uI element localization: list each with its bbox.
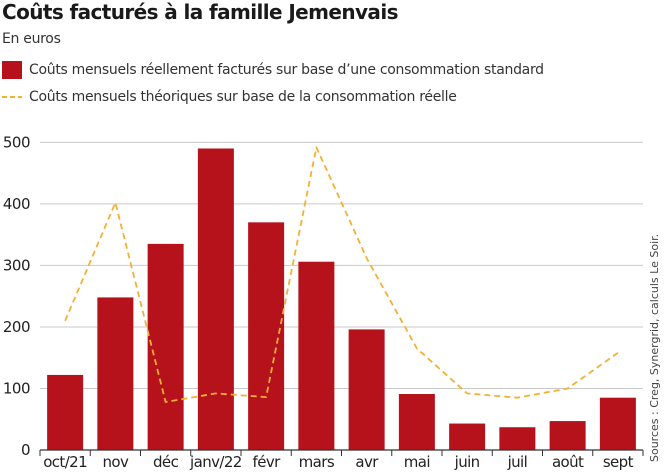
bar [248, 222, 285, 450]
bar [449, 423, 486, 450]
y-tick-label: 500 [3, 133, 30, 151]
legend-label-bars: Coûts mensuels réellement facturés sur b… [29, 62, 544, 78]
x-tick-label: nov [102, 453, 128, 471]
bar [47, 374, 84, 450]
y-tick-label: 0 [21, 441, 30, 459]
x-tick-label: sept [603, 453, 634, 471]
legend-label-line: Coûts mensuels théoriques sur base de la… [29, 89, 457, 105]
x-tick-label: févr [253, 453, 282, 471]
source-note: Sources : Creg, Synergrid, calculs Le So… [648, 233, 661, 462]
bar [147, 243, 184, 450]
source-note-wrap: Sources : Creg, Synergrid, calculs Le So… [648, 212, 662, 462]
x-tick-label: juin [454, 453, 480, 471]
x-tick-label: mai [404, 453, 430, 471]
legend-item-bars: Coûts mensuels réellement facturés sur b… [2, 61, 544, 79]
legend-swatch-line [2, 96, 22, 98]
chart-subtitle: En euros [2, 31, 61, 47]
line-series [64, 146, 619, 403]
bar [398, 394, 435, 450]
legend-swatch-bar [2, 61, 22, 79]
bar [549, 421, 586, 450]
x-tick-label: janv/22 [189, 453, 242, 471]
x-tick-label: déc [153, 453, 179, 471]
chart-title: Coûts facturés à la famille Jemenvais [2, 0, 398, 24]
bar [348, 329, 385, 450]
y-tick-label: 400 [3, 195, 30, 213]
x-tick-label: août [552, 453, 584, 471]
bar [197, 148, 234, 451]
y-tick-label: 100 [3, 379, 30, 397]
legend-item-line: Coûts mensuels théoriques sur base de la… [2, 88, 457, 106]
x-tick-label: juil [507, 453, 528, 471]
bar [97, 297, 134, 450]
bar [499, 427, 536, 450]
x-tick-label: mars [299, 453, 335, 471]
bar [298, 261, 335, 450]
x-tick-label: oct/21 [43, 453, 87, 471]
x-tick-label: avr [355, 453, 379, 471]
bar [599, 397, 636, 450]
y-tick-label: 200 [3, 318, 30, 336]
y-tick-label: 300 [3, 256, 30, 274]
